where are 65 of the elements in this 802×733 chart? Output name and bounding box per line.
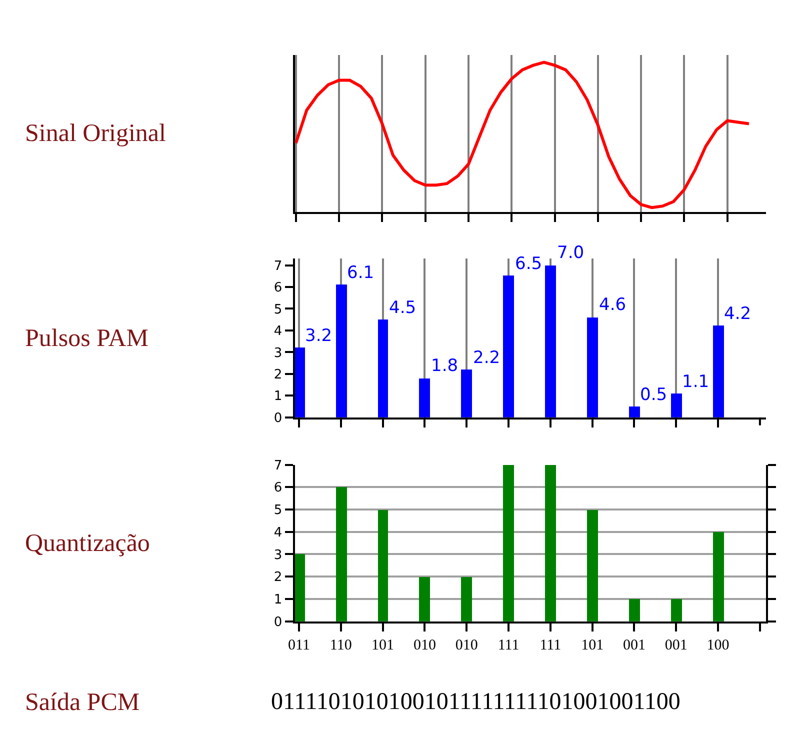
data-label: 3.2 <box>305 326 332 346</box>
x-tick-label: 111 <box>498 637 520 654</box>
bar <box>418 576 430 622</box>
bar <box>502 276 514 418</box>
data-label: 4.5 <box>389 298 416 318</box>
x-tick-label: 001 <box>622 637 646 654</box>
bar <box>460 576 472 622</box>
data-label: 7.0 <box>557 243 584 263</box>
data-label: 4.2 <box>724 304 752 324</box>
bar <box>712 326 724 418</box>
bar <box>336 284 347 418</box>
bar <box>628 598 640 622</box>
y-axis-title: Pulsos PAM <box>25 325 148 352</box>
x-tick-label: 010 <box>413 637 436 654</box>
x-tick-label: 100 <box>706 637 730 654</box>
bar <box>336 486 347 622</box>
bar <box>378 510 388 622</box>
x-tick-label: 110 <box>330 637 352 654</box>
bar <box>294 554 305 622</box>
x-tick-label: 101 <box>581 637 604 654</box>
bar <box>544 266 556 418</box>
x-tick-label: 001 <box>664 637 688 654</box>
y-axis-title: Quantização <box>25 530 150 557</box>
y-tick-label: 1 <box>274 389 282 404</box>
y-tick-label: 1 <box>274 592 282 608</box>
bar <box>418 378 430 418</box>
bar <box>378 320 388 418</box>
y-tick-label: 2 <box>274 367 282 382</box>
bar <box>294 348 305 418</box>
bar <box>670 598 682 622</box>
y-tick-label: 3 <box>274 548 282 563</box>
text: Saída PCM <box>25 689 140 716</box>
data-label: 1.8 <box>431 356 458 376</box>
bar <box>586 510 598 622</box>
x-tick-label: 111 <box>540 637 562 654</box>
data-label: 4.6 <box>599 295 626 315</box>
y-tick-label: 4 <box>274 324 282 340</box>
data-label: 2.2 <box>473 348 500 368</box>
y-tick-label: 0 <box>274 410 282 426</box>
y-tick-label: 0 <box>274 614 282 630</box>
bar <box>460 370 472 418</box>
data-label: 0.5 <box>640 385 668 405</box>
data-label: 1.1 <box>682 372 710 392</box>
y-tick-label: 4 <box>274 525 282 540</box>
bar <box>628 406 640 418</box>
x-tick-label: 011 <box>288 637 310 654</box>
bar <box>712 532 724 622</box>
bar <box>544 464 556 622</box>
y-tick-label: 7 <box>274 258 282 274</box>
y-tick-label: 6 <box>274 480 282 496</box>
bar <box>670 394 682 418</box>
data-label: 6.1 <box>347 263 374 283</box>
data-label: 6.5 <box>515 254 542 274</box>
x-tick-label: 101 <box>372 637 394 654</box>
y-axis-title: Sinal Original <box>25 120 166 147</box>
y-tick-label: 5 <box>274 302 282 318</box>
y-tick-label: 6 <box>274 280 282 296</box>
x-tick-label: 010 <box>455 637 478 654</box>
bar <box>502 464 514 622</box>
text: 01111010101001011111111101001001100 <box>271 689 680 715</box>
y-tick-label: 2 <box>274 570 282 586</box>
y-tick-label: 5 <box>274 503 282 518</box>
bar <box>586 318 598 418</box>
y-tick-label: 7 <box>274 458 282 474</box>
y-tick-label: 3 <box>274 346 282 361</box>
